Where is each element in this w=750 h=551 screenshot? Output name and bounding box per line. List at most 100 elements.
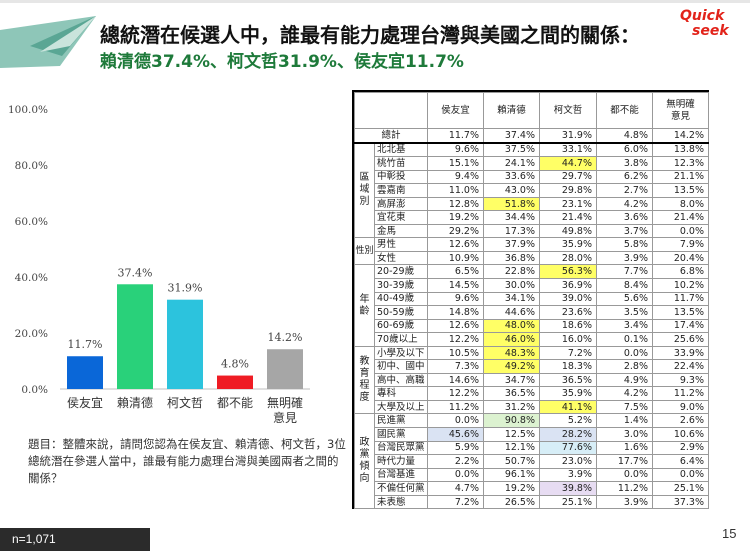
table-cell: 7.3% (427, 359, 484, 374)
table-row: 70歲以上 12.2% 46.0% 16.0% 0.1% 25.6% (355, 332, 709, 347)
table-cell: 31.2% (483, 399, 540, 415)
table-cell: 6.8% (652, 264, 709, 279)
table-cell: 25.1% (652, 481, 709, 496)
table-row: 初中、國中 7.3% 49.2% 18.3% 2.8% 22.4% (355, 359, 709, 374)
bar (117, 284, 153, 389)
category-label: 賴清德 (117, 395, 153, 410)
table-cell: 4.8% (596, 127, 653, 144)
row-label: 台灣民眾黨 (374, 440, 428, 456)
table-cell: 4.2% (596, 386, 653, 401)
category-label: 侯友宜 (67, 395, 103, 410)
table-cell: 34.4% (483, 210, 540, 225)
table-cell: 48.3% (483, 345, 540, 361)
table-cell: 14.8% (427, 305, 484, 320)
table-row: 40-49歲 9.6% 34.1% 39.0% 5.6% 11.7% (355, 291, 709, 307)
table-cell: 7.5% (596, 399, 653, 415)
table-row: 年齡 20-29歲 6.5% 22.8% 56.3% 7.7% 6.8% (354, 264, 709, 347)
table-cell: 3.6% (596, 210, 653, 225)
table-row: 桃竹苗 15.1% 24.1% 44.7% 3.8% 12.3% (355, 156, 709, 171)
table-cell: 14.6% (427, 372, 484, 388)
table-cell: 11.2% (596, 481, 653, 496)
quickseek-logo: Quick seek (680, 8, 730, 38)
table-cell: 3.5% (596, 305, 653, 320)
table-cell: 12.2% (427, 332, 484, 347)
table-cell: 31.9% (539, 127, 597, 144)
table-cell: 0.1% (596, 332, 653, 347)
row-label: 50-59歲 (374, 305, 428, 320)
table-cell: 43.0% (483, 183, 540, 198)
bar-value-label: 37.4% (118, 266, 153, 279)
row-label: 台灣基進 (374, 467, 428, 483)
row-label: 60-69歲 (374, 318, 428, 334)
table-row: 高中、高職 14.6% 34.7% 36.5% 4.9% 9.3% (355, 372, 709, 388)
table-cell: 17.7% (596, 454, 653, 469)
table-cell: 11.2% (427, 399, 484, 415)
table-cell: 0.0% (596, 467, 653, 483)
category-label: 都不能 (217, 396, 253, 410)
table-cell: 26.5% (483, 494, 540, 510)
table-cell: 21.1% (652, 169, 709, 185)
table-cell: 5.6% (596, 291, 653, 307)
table-cell: 12.5% (483, 427, 540, 442)
table-cell: 90.8% (483, 413, 540, 429)
table-cell: 33.6% (483, 169, 540, 185)
crosstab-table: 侯友宜 賴清德 柯文哲 都不能 無明確 意見 總計 11.7% 37.4% 31.9% 4.8% 1… (354, 92, 709, 510)
table-cell: 28.2% (539, 427, 597, 442)
table-cell: 4.2% (596, 196, 653, 212)
table-cell: 36.9% (539, 278, 597, 293)
table-row: 專科 12.2% 36.5% 35.9% 4.2% 11.2% (355, 386, 709, 401)
table-cell: 37.3% (652, 494, 709, 510)
table-row: 區域別北北基 9.6% 37.5% 33.1% 6.0% 13.8% (354, 142, 709, 239)
table-cell: 50.7% (483, 454, 540, 469)
table-cell: 34.1% (483, 291, 540, 307)
row-label: 桃竹苗 (374, 156, 428, 171)
table-cell: 25.1% (539, 494, 597, 510)
row-group-label: 政黨傾向 (354, 413, 375, 510)
table-cell: 28.0% (539, 250, 597, 266)
table-cell: 36.8% (483, 250, 540, 266)
column-header: 柯文哲 (539, 92, 597, 129)
table-cell: 11.7% (427, 127, 484, 144)
table-cell: 11.7% (652, 291, 709, 307)
table-cell: 12.6% (427, 318, 484, 334)
table-cell: 7.2% (427, 494, 484, 510)
table-cell: 2.9% (652, 440, 709, 456)
row-group-label: 區域別 (354, 142, 375, 239)
table-row: 宜花東 19.2% 34.4% 21.4% 3.6% 21.4% (355, 210, 709, 225)
table-cell: 15.1% (427, 156, 484, 171)
logo-text-top: Quick (680, 8, 726, 24)
table-row: 雲嘉南 11.0% 43.0% 29.8% 2.7% 13.5% (355, 183, 709, 198)
page-number: 15 (722, 526, 737, 541)
table-cell: 19.2% (427, 210, 484, 225)
table-cell: 8.4% (596, 278, 653, 293)
table-row: 政黨傾向民進黨 0.0% 90.8% 5.2% 1.4% 2.6% (354, 413, 709, 510)
table-row: 國民黨 45.6% 12.5% 28.2% 3.0% 10.6% (355, 427, 709, 442)
column-header: 賴清德 (483, 92, 540, 129)
table-row: 30-39歲 14.5% 30.0% 36.9% 8.4% 10.2% (355, 278, 709, 293)
row-label: 大學及以上 (374, 399, 428, 415)
table-cell: 37.4% (483, 127, 540, 144)
table-row: 金馬 29.2% 17.3% 49.8% 3.7% 0.0% (355, 223, 709, 239)
table-cell: 96.1% (483, 467, 540, 483)
bar-chart: 0.0% 20.0% 40.0% 60.0% 80.0% 100.0% 11.7% 侯友宜 37… (8, 104, 310, 425)
category-label: 柯文哲 (167, 395, 203, 410)
table-cell: 0.0% (652, 467, 709, 483)
table-cell: 9.3% (652, 372, 709, 388)
row-label: 女性 (374, 250, 428, 266)
table-cell: 1.4% (596, 413, 653, 429)
bar (167, 299, 203, 389)
y-tick-label: 40.0% (15, 272, 48, 284)
table-cell: 3.7% (596, 223, 653, 239)
table-row-total: 總計 11.7% 37.4% 31.9% 4.8% 14.2% (354, 127, 709, 144)
table-cell: 21.4% (652, 210, 709, 225)
table-cell: 2.2% (427, 454, 484, 469)
table-cell: 49.8% (539, 223, 597, 239)
y-tick-label: 60.0% (15, 216, 48, 228)
table-cell: 4.9% (596, 372, 653, 388)
table-cell: 17.4% (652, 318, 709, 334)
table-row: 台灣民眾黨 5.9% 12.1% 77.6% 1.6% 2.9% (355, 440, 709, 456)
table-row: 大學及以上 11.2% 31.2% 41.1% 7.5% 9.0% (355, 399, 709, 415)
table-cell: 11.0% (427, 183, 484, 198)
row-group-label: 年齡 (354, 264, 375, 347)
logo-text-bottom: seek (692, 23, 730, 38)
